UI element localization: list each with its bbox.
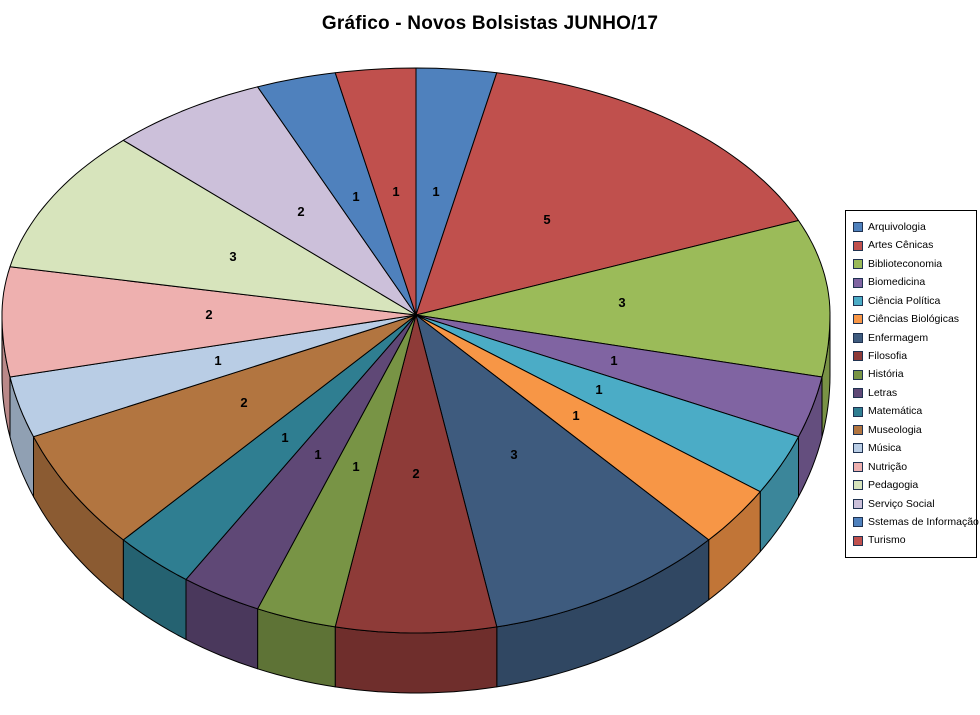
legend-item: História — [853, 369, 974, 380]
legend-item: Biblioteconomia — [853, 259, 974, 270]
pie-slice — [257, 72, 417, 316]
legend-item: Filosofia — [853, 351, 974, 362]
pie-data-label: 2 — [240, 395, 247, 410]
legend-label: Ciências Biológicas — [868, 313, 960, 326]
legend-item: Sstemas de Informação — [853, 517, 979, 528]
pie-data-label: 5 — [543, 212, 550, 227]
legend-label: Artes Cênicas — [868, 239, 934, 252]
pie-data-label: 1 — [214, 353, 221, 368]
pie-slice — [415, 314, 710, 628]
legend-item: Artes Cênicas — [853, 240, 974, 251]
pie-data-label: 2 — [205, 307, 212, 322]
pie-slice — [185, 314, 417, 610]
legend-label: Ciência Política — [868, 294, 941, 307]
legend-color-swatch-icon — [853, 425, 863, 435]
pie-data-label: 3 — [618, 295, 625, 310]
pie-slice — [122, 86, 417, 316]
pie-data-label: 1 — [432, 184, 439, 199]
pie-data-label: 1 — [352, 459, 359, 474]
legend-item: Nutrição — [853, 462, 974, 473]
pie-slice — [415, 314, 799, 493]
legend-label: Biomedicina — [868, 276, 926, 289]
legend-label: Serviço Social — [868, 497, 935, 510]
pie-data-label: 1 — [595, 382, 602, 397]
pie-slice — [122, 314, 417, 580]
legend-color-swatch-icon — [853, 461, 863, 472]
legend-color-swatch-icon — [853, 332, 863, 343]
legend-color-swatch-icon — [853, 259, 863, 270]
pie-slice — [334, 314, 498, 634]
pie-slice — [9, 139, 417, 316]
legend-item: Matemática — [853, 406, 974, 417]
pie-slice — [33, 314, 417, 541]
pie-slice — [415, 314, 761, 541]
legend-color-swatch-icon — [853, 277, 863, 288]
legend-label: Matemática — [868, 405, 923, 418]
legend-label: Sstemas de Informação — [868, 515, 979, 528]
legend-item: Pedagogia — [853, 480, 974, 491]
legend-label: Pedagogia — [868, 479, 919, 492]
legend-label: Museologia — [868, 423, 922, 436]
legend-label: Letras — [868, 386, 898, 399]
pie-data-label: 2 — [297, 204, 304, 219]
legend-color-swatch-icon — [853, 295, 863, 306]
legend-color-swatch-icon — [853, 480, 863, 491]
legend-item: Biomedicina — [853, 277, 974, 288]
legend-color-swatch-icon — [853, 222, 863, 233]
pie-data-label: 1 — [281, 430, 288, 445]
legend-label: Nutrição — [868, 460, 908, 473]
pie-slice — [415, 220, 831, 378]
legend-item: Ciência Política — [853, 296, 974, 307]
legend-color-swatch-icon — [853, 517, 863, 528]
legend-item: Museologia — [853, 425, 974, 436]
legend-label: Filosofia — [868, 350, 908, 362]
legend-color-swatch-icon — [853, 388, 863, 399]
legend-item: Música — [853, 443, 974, 454]
chart-title: Gráfico - Novos Bolsistas JUNHO/17 — [321, 13, 659, 34]
pie-slice — [257, 314, 417, 628]
legend-label: Turismo — [868, 534, 906, 547]
legend-item: Ciências Biológicas — [853, 314, 974, 325]
legend-color-swatch-icon — [853, 314, 863, 325]
legend-color-swatch-icon — [853, 369, 863, 380]
legend-color-swatch-icon — [853, 535, 863, 546]
pie-slice — [1, 266, 417, 378]
legend-label: Enfermagem — [868, 331, 929, 344]
pie-slice-side — [334, 626, 498, 694]
pie-data-label: 1 — [572, 408, 579, 423]
legend-color-swatch-icon — [853, 406, 863, 417]
pie-data-label: 3 — [510, 447, 517, 462]
legend-color-swatch-icon — [853, 351, 863, 362]
pie-data-label: 2 — [412, 466, 419, 481]
pie-data-label: 1 — [610, 353, 617, 368]
legend: Arquivologia Artes Cênicas Biblioteconomia… — [845, 210, 979, 558]
pie-slice — [334, 67, 417, 316]
pie-data-label: 3 — [229, 249, 236, 264]
legend-item: Serviço Social — [853, 497, 974, 510]
pie-slice — [415, 72, 799, 316]
legend-item: Arquivologia — [853, 222, 974, 233]
pie-slice — [9, 314, 417, 438]
pie-slice — [415, 314, 823, 438]
legend-color-swatch-icon — [853, 240, 863, 251]
legend-label: História — [868, 368, 904, 381]
legend-color-swatch-icon — [853, 498, 863, 509]
legend-label: Biblioteconomia — [868, 257, 943, 270]
legend-item: Letras — [853, 388, 974, 399]
legend-item: Turismo — [853, 535, 974, 546]
legend-label: Música — [868, 442, 902, 455]
pie-data-label: 1 — [352, 189, 359, 204]
pie-data-label: 1 — [392, 184, 399, 199]
legend-color-swatch-icon — [853, 443, 863, 454]
pie-data-label: 1 — [314, 447, 321, 462]
legend-item: Enfermagem — [853, 333, 974, 344]
legend-label: Arquivologia — [868, 220, 926, 233]
